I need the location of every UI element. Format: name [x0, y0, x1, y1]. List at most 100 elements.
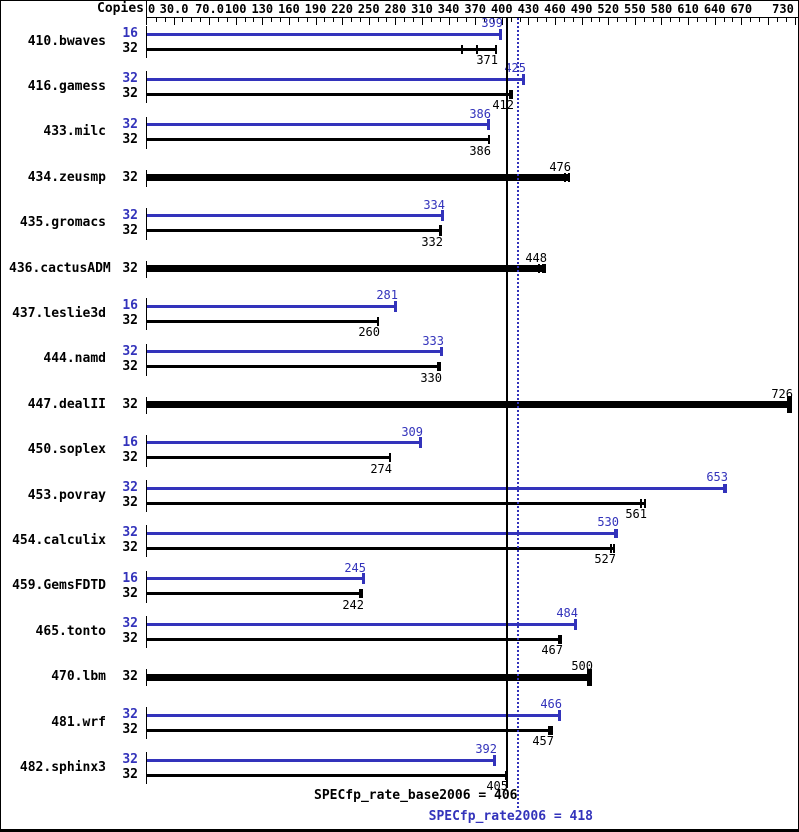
copies-value: 32	[122, 767, 138, 782]
x-axis-tick-label: 30.0	[159, 2, 189, 16]
benchmark-label: 447.dealII	[27, 397, 106, 412]
x-axis-major-tick	[449, 18, 450, 25]
x-axis-major-tick	[555, 18, 556, 25]
run-result-mark	[440, 347, 442, 356]
base-bar	[147, 502, 645, 505]
peak-score-text: SPECfp_rate2006 = 418	[428, 809, 593, 824]
x-axis-minor-tick	[386, 18, 387, 22]
x-axis-tick-label: 460	[544, 2, 566, 16]
copies-value: 32	[122, 313, 138, 328]
copies-value: 32	[122, 359, 138, 374]
row-axis-bracket	[146, 669, 147, 686]
bar-end-cap	[558, 710, 561, 721]
x-axis-minor-tick	[200, 18, 201, 22]
x-axis-minor-tick	[271, 18, 272, 22]
x-axis-minor-tick	[759, 18, 760, 22]
row-axis-bracket	[146, 480, 147, 512]
x-axis-minor-tick	[165, 18, 166, 22]
copies-value: 32	[122, 86, 138, 101]
row-axis-bracket	[146, 208, 147, 240]
x-axis-minor-tick	[156, 18, 157, 22]
peak-value-label: 386	[469, 107, 491, 121]
x-axis-minor-tick	[307, 18, 308, 22]
peak-reference-line	[517, 18, 519, 808]
x-axis-tick-label: 430	[517, 2, 540, 16]
run-result-mark	[437, 362, 439, 371]
x-axis-minor-tick	[564, 18, 565, 22]
bar-end-cap	[439, 362, 441, 371]
base-peak-bar	[147, 174, 569, 181]
run-result-mark	[538, 264, 540, 273]
copies-value: 32	[122, 261, 138, 276]
peak-value-label: 466	[540, 697, 562, 711]
x-axis-minor-tick	[253, 18, 254, 22]
benchmark-label: 470.lbm	[51, 669, 106, 684]
x-axis-tick-label: 70.0	[195, 2, 224, 16]
run-result-mark	[359, 589, 361, 598]
base-value-label: 274	[370, 462, 392, 476]
copies-value: 32	[122, 495, 138, 510]
bar-end-cap	[644, 499, 646, 508]
run-result-mark	[558, 635, 560, 644]
x-axis-minor-tick	[537, 18, 538, 22]
x-axis-minor-tick	[493, 18, 494, 22]
bar-end-cap	[488, 135, 490, 144]
x-axis-minor-tick	[440, 18, 441, 22]
x-axis-tick-label: 160	[278, 2, 300, 16]
run-result-mark	[550, 726, 552, 735]
x-axis-tick-label: 730	[772, 2, 794, 16]
base-bar	[147, 365, 440, 368]
bar-end-cap	[725, 484, 727, 493]
base-bar	[147, 320, 378, 323]
benchmark-label: 481.wrf	[51, 715, 106, 730]
peak-value-label: 281	[376, 288, 398, 302]
x-axis-minor-tick	[599, 18, 600, 22]
benchmark-label: 459.GemsFDTD	[12, 578, 106, 593]
x-axis-major-tick	[236, 18, 237, 25]
x-axis-major-tick	[209, 18, 210, 25]
x-axis-tick-label: 580	[650, 2, 673, 16]
x-axis-tick-label: 130	[251, 2, 274, 16]
run-result-mark	[461, 45, 463, 54]
x-axis-major-tick	[608, 18, 609, 25]
base-value-label: 260	[358, 325, 380, 339]
bar-end-cap	[574, 619, 577, 630]
benchmark-label: 453.povray	[27, 488, 106, 503]
run-result-mark	[640, 499, 642, 508]
peak-value-label: 245	[344, 561, 366, 575]
x-axis-major-tick	[395, 18, 396, 25]
copies-value: 32	[122, 132, 138, 147]
x-axis-minor-tick	[706, 18, 707, 22]
x-axis-minor-tick	[431, 18, 432, 22]
row-axis-bracket	[146, 397, 147, 414]
benchmark-label: 416.gamess	[27, 79, 106, 94]
x-axis-major-tick	[502, 18, 503, 25]
bar-end-cap	[616, 529, 618, 538]
base-bar	[147, 48, 496, 51]
x-axis-minor-tick	[182, 18, 183, 22]
run-result-mark	[614, 529, 616, 538]
copies-value: 16	[122, 26, 138, 41]
x-axis-minor-tick	[378, 18, 379, 22]
base-value-label: 371	[476, 53, 498, 67]
row-axis-bracket	[146, 752, 147, 784]
bar-end-cap	[551, 726, 553, 735]
x-axis-minor-tick	[546, 18, 547, 22]
peak-value-label: 333	[422, 334, 444, 348]
copies-value: 32	[122, 586, 138, 601]
bar-end-cap	[441, 347, 443, 356]
bar-end-cap	[361, 589, 363, 598]
x-axis-major-tick	[316, 18, 317, 25]
x-axis-tick-label: 190	[304, 2, 327, 16]
copies-value: 16	[122, 298, 138, 313]
x-axis-minor-tick	[617, 18, 618, 22]
bar-end-cap	[441, 210, 444, 221]
x-axis-minor-tick	[653, 18, 654, 22]
run-result-mark	[509, 90, 511, 99]
base-bar	[147, 638, 561, 641]
base-peak-bar	[147, 265, 545, 272]
base-peak-bar	[147, 674, 591, 681]
benchmark-label: 434.zeusmp	[27, 170, 106, 185]
base-value-label: 561	[625, 507, 647, 521]
